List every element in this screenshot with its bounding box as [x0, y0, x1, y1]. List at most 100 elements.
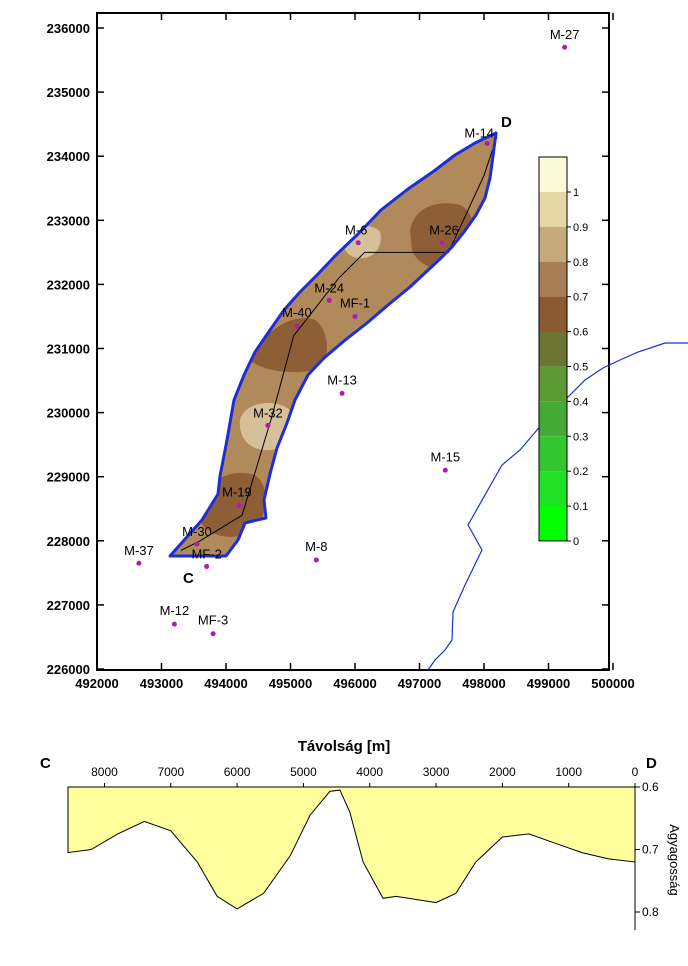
well-marker: [194, 541, 200, 547]
colorbar-bin: [539, 436, 567, 472]
colorbar-bin: [539, 191, 567, 227]
x-tick-label: 499000: [527, 676, 570, 691]
xsection-x-label: 6000: [224, 765, 251, 779]
well-label: M-13: [327, 372, 357, 387]
well-label: M-14: [464, 125, 494, 140]
map-ticks: 236000 235000 234000 233000 232000 231000 2300…: [47, 13, 635, 691]
y-tick-label: 234000: [47, 149, 90, 164]
well-label: M-15: [430, 449, 460, 464]
colorbar-label: 1: [573, 187, 579, 199]
xsection-ylabel: Agyagosság: [667, 824, 682, 896]
y-tick-label: 231000: [47, 342, 90, 357]
well-label: M-40: [282, 305, 312, 320]
xsection-area: [67, 786, 636, 910]
well-marker: [326, 297, 332, 303]
colorbar-bin: [539, 331, 567, 367]
well-label: M-24: [314, 280, 344, 295]
colorbar-label: 0.1: [573, 501, 588, 513]
x-tick-label: 492000: [75, 676, 118, 691]
well-marker: [352, 313, 358, 319]
zone-outline: [168, 131, 498, 558]
well-label: M-19: [222, 485, 252, 500]
map-frame: [96, 12, 610, 671]
well-marker: [439, 240, 445, 246]
well-label: M-6: [345, 223, 367, 238]
xsection-x-label: 7000: [157, 765, 184, 779]
well-label: M-32: [253, 405, 283, 420]
x-tick-label: 498000: [462, 676, 505, 691]
xsection-y-label: 0.7: [642, 843, 659, 857]
xsection-x-label: 1000: [555, 765, 582, 779]
xsection-x-label: 5000: [290, 765, 317, 779]
colorbar-label: 0.4: [573, 396, 588, 408]
xsection-x-label: 4000: [356, 765, 383, 779]
colorbar-bin: [539, 157, 567, 192]
well-label: M-37: [124, 543, 154, 558]
river-line: [427, 342, 688, 671]
y-tick-label: 236000: [47, 21, 90, 36]
well-marker: [294, 323, 300, 329]
colorbar-bin: [539, 471, 567, 506]
well-label: MF-1: [340, 295, 370, 310]
section-end-label: D: [501, 114, 512, 131]
well-label: MF-3: [198, 613, 228, 628]
well-label: M-27: [550, 27, 580, 42]
colorbar-label: 0.3: [573, 431, 588, 443]
well-marker: [355, 240, 361, 246]
xsection-x-label: 0: [632, 765, 639, 779]
xsection-left-label: C: [40, 755, 51, 772]
xsection-x-label: 8000: [91, 765, 118, 779]
contour-patch: [250, 318, 327, 373]
colorbar-bin: [539, 506, 567, 541]
well-marker: [210, 631, 216, 637]
cross-section-chart: Távolság [m] C D 8000 7000 6000 5000 4000 300…: [40, 738, 682, 930]
y-tick-label: 230000: [47, 406, 90, 421]
colorbar-label: 0.2: [573, 466, 588, 478]
xsection-x-label: 2000: [489, 765, 516, 779]
well-marker: [442, 467, 448, 473]
colorbar-label: 0.5: [573, 362, 588, 374]
well-marker: [136, 560, 142, 566]
well-label: MF-2: [191, 546, 221, 561]
well-marker: [171, 621, 177, 627]
colorbar-label: 0.7: [573, 292, 588, 304]
y-tick-label: 229000: [47, 470, 90, 485]
y-tick-label: 227000: [47, 598, 90, 613]
xsection-y-label: 0.8: [642, 905, 659, 919]
colorbar: 1 0.9 0.8 0.7 0.6 0.5 0.4 0.3 0.2 0.1 0: [538, 156, 588, 548]
colorbar-frame: [538, 156, 568, 542]
xsection-right-label: D: [646, 755, 657, 772]
colorbar-label: 0: [573, 536, 579, 548]
well-marker: [265, 422, 271, 428]
colorbar-bin: [539, 401, 567, 437]
y-tick-label: 233000: [47, 213, 90, 228]
y-tick-label: 226000: [47, 662, 90, 677]
contour-map: 236000 235000 234000 233000 232000 231000 2300…: [47, 12, 688, 691]
x-tick-label: 500000: [591, 676, 634, 691]
colorbar-label: 0.9: [573, 222, 588, 234]
well-label: M-26: [429, 223, 459, 238]
colorbar-label: 0.6: [573, 327, 588, 339]
colorbar-bin: [539, 226, 567, 262]
well-marker: [313, 557, 319, 563]
section-line: [180, 136, 498, 551]
xsection-x-label: 3000: [423, 765, 450, 779]
xsection-title: Távolság [m]: [298, 738, 391, 755]
colorbar-bin: [539, 296, 567, 332]
xsection-y-label: 0.6: [642, 780, 659, 794]
x-tick-label: 495000: [269, 676, 312, 691]
well-marker: [562, 44, 568, 50]
colorbar-bin: [539, 261, 567, 297]
well-label: M-8: [305, 539, 327, 554]
x-tick-label: 496000: [333, 676, 376, 691]
y-tick-label: 228000: [47, 534, 90, 549]
contour-zone: [168, 131, 498, 558]
y-tick-label: 235000: [47, 85, 90, 100]
xsection-ticks: 8000 7000 6000 5000 4000 3000 2000 1000 00.6 0.7 0…: [91, 765, 659, 919]
section-start-label: C: [183, 570, 194, 587]
x-tick-label: 497000: [398, 676, 441, 691]
well-label: M-30: [182, 524, 212, 539]
y-tick-label: 232000: [47, 277, 90, 292]
